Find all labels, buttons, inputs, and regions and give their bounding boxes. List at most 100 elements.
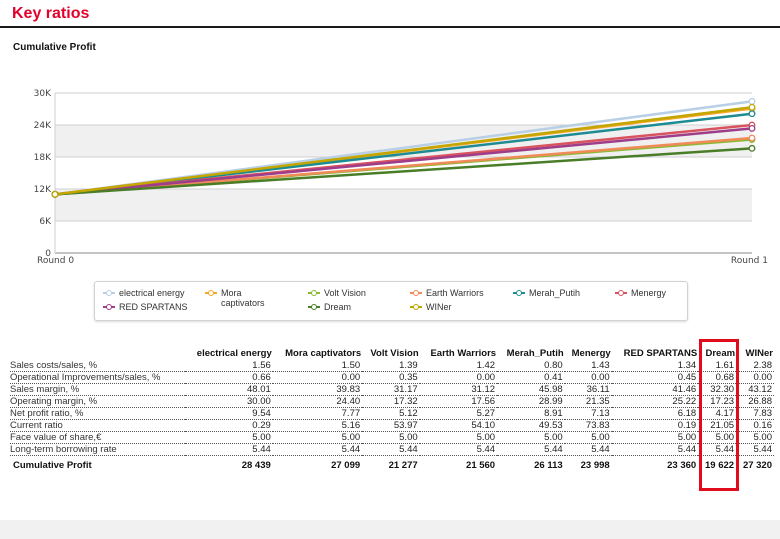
title-divider <box>0 26 780 28</box>
row-label: Sales costs/sales, % <box>10 360 185 373</box>
total-cell: 28 439 <box>241 459 271 471</box>
data-point <box>51 190 59 198</box>
table-cell: 17.23 <box>698 395 737 409</box>
legend-item[interactable]: electrical energy <box>103 288 185 298</box>
table-cell: 45.98 <box>497 383 565 397</box>
legend-label: Mora captivators <box>221 288 265 308</box>
table-cell: 43.12 <box>736 383 774 397</box>
table-cell: 1.43 <box>564 360 612 373</box>
table-cell: 0.19 <box>611 419 699 433</box>
table-cell: 1.39 <box>362 360 420 373</box>
table-cell: 5.00 <box>611 431 699 445</box>
table-cell: 53.97 <box>362 419 420 433</box>
table-cell: 5.00 <box>698 431 737 445</box>
table-cell: 7.77 <box>272 407 363 421</box>
series-line <box>54 106 753 196</box>
table-cell: 17.32 <box>362 395 420 409</box>
data-point <box>748 144 756 152</box>
table-cell: 5.16 <box>272 419 363 433</box>
total-cell: 21 560 <box>466 459 496 471</box>
data-point <box>748 97 756 105</box>
row-label: Current ratio <box>10 419 185 433</box>
table-cell: 0.16 <box>736 419 774 433</box>
row-label: Operational Improvements/sales, % <box>10 371 185 385</box>
legend-item[interactable]: WINer <box>410 302 452 312</box>
legend-label: RED SPARTANS <box>119 302 188 312</box>
total-row: Cumulative Profit 28 439 27 099 21 277 21 56… <box>10 456 774 472</box>
series-line <box>54 127 753 196</box>
x-tick-label: Round 0 <box>37 256 74 266</box>
legend-marker-icon <box>103 289 115 297</box>
column-header: Dream <box>705 347 736 359</box>
chart-legend: electrical energy Mora captivators Volt Vi… <box>94 281 688 321</box>
legend-marker-icon <box>410 289 422 297</box>
table-cell: 0.29 <box>184 419 273 433</box>
table-cell: 1.42 <box>419 360 498 373</box>
legend-item[interactable]: RED SPARTANS <box>103 302 188 312</box>
table-cell: 6.18 <box>611 407 699 421</box>
dream-column-highlight <box>699 339 739 491</box>
legend-marker-icon <box>308 303 320 311</box>
table-row: Operating margin, % 30.00 24.40 17.32 17.56 2… <box>10 395 774 409</box>
column-header: Menergy <box>571 347 611 359</box>
series-line <box>54 136 753 196</box>
column-header: Merah_Putih <box>506 347 564 359</box>
total-cell: 21 277 <box>388 459 418 471</box>
legend-label: WINer <box>426 302 452 312</box>
data-point <box>748 110 756 118</box>
column-header: RED SPARTANS <box>623 347 698 359</box>
table-cell: 5.27 <box>419 407 498 421</box>
table-cell: 5.44 <box>362 443 420 457</box>
legend-marker-icon <box>308 289 320 297</box>
legend-item[interactable]: Menergy <box>615 288 666 298</box>
section-title: Cumulative Profit <box>13 42 96 53</box>
table-cell: 2.38 <box>736 360 774 373</box>
line-chart: 0 6K 12K 18K 24K 30K Round 0 Round 1 <box>34 89 768 266</box>
row-label: Long-term borrowing rate <box>10 443 185 457</box>
data-point <box>748 103 756 111</box>
table-row: Operational Improvements/sales, % 0.66 0.0… <box>10 371 774 385</box>
table-cell: 5.00 <box>736 431 774 445</box>
table-cell: 5.00 <box>564 431 612 445</box>
legend-marker-icon <box>513 289 525 297</box>
y-tick-label: 6K <box>39 217 52 227</box>
total-cell: 27 099 <box>331 459 361 471</box>
table-cell: 5.12 <box>362 407 420 421</box>
table-cell: 26.88 <box>736 395 774 409</box>
legend-item[interactable]: Mora captivators <box>205 288 275 308</box>
table-cell: 1.56 <box>184 360 273 373</box>
table-cell: 5.44 <box>184 443 273 457</box>
table-cell: 5.44 <box>564 443 612 457</box>
total-label: Cumulative Profit <box>13 459 92 471</box>
table-cell: 21.35 <box>564 395 612 409</box>
legend-item[interactable]: Dream <box>308 302 351 312</box>
table-row: Face value of share,€ 5.00 5.00 5.00 5.00 5.0… <box>10 431 774 445</box>
table-cell: 7.13 <box>564 407 612 421</box>
table-cell: 5.44 <box>497 443 565 457</box>
table-cell: 5.00 <box>184 431 273 445</box>
bottom-band <box>0 520 780 539</box>
table-row: Current ratio 0.29 5.16 53.97 54.10 49.53 73.8… <box>10 419 774 433</box>
table-cell: 5.44 <box>419 443 498 457</box>
column-header: WINer <box>745 347 773 359</box>
legend-item[interactable]: Earth Warriors <box>410 288 484 298</box>
key-ratios-table: electrical energy Mora captivators Volt Vi… <box>10 346 774 472</box>
y-tick-label: 0 <box>45 249 51 259</box>
table-cell: 25.22 <box>611 395 699 409</box>
column-header <box>10 346 185 360</box>
table-cell: 4.17 <box>698 407 737 421</box>
table-cell: 30.00 <box>184 395 273 409</box>
y-tick-label: 12K <box>34 185 52 195</box>
legend-item[interactable]: Merah_Putih <box>513 288 580 298</box>
column-header: Mora captivators <box>285 347 362 359</box>
legend-item[interactable]: Volt Vision <box>308 288 366 298</box>
table-cell: 7.83 <box>736 407 774 421</box>
table-cell: 0.80 <box>497 360 565 373</box>
table-cell: 54.10 <box>419 419 498 433</box>
column-header: electrical energy <box>196 347 272 359</box>
table-cell: 0.00 <box>272 371 363 385</box>
table-cell: 0.35 <box>362 371 420 385</box>
table-row: Net profit ratio, % 9.54 7.77 5.12 5.27 8.91 7… <box>10 407 774 421</box>
table-cell: 48.01 <box>184 383 273 397</box>
column-header: Volt Vision <box>370 347 419 359</box>
